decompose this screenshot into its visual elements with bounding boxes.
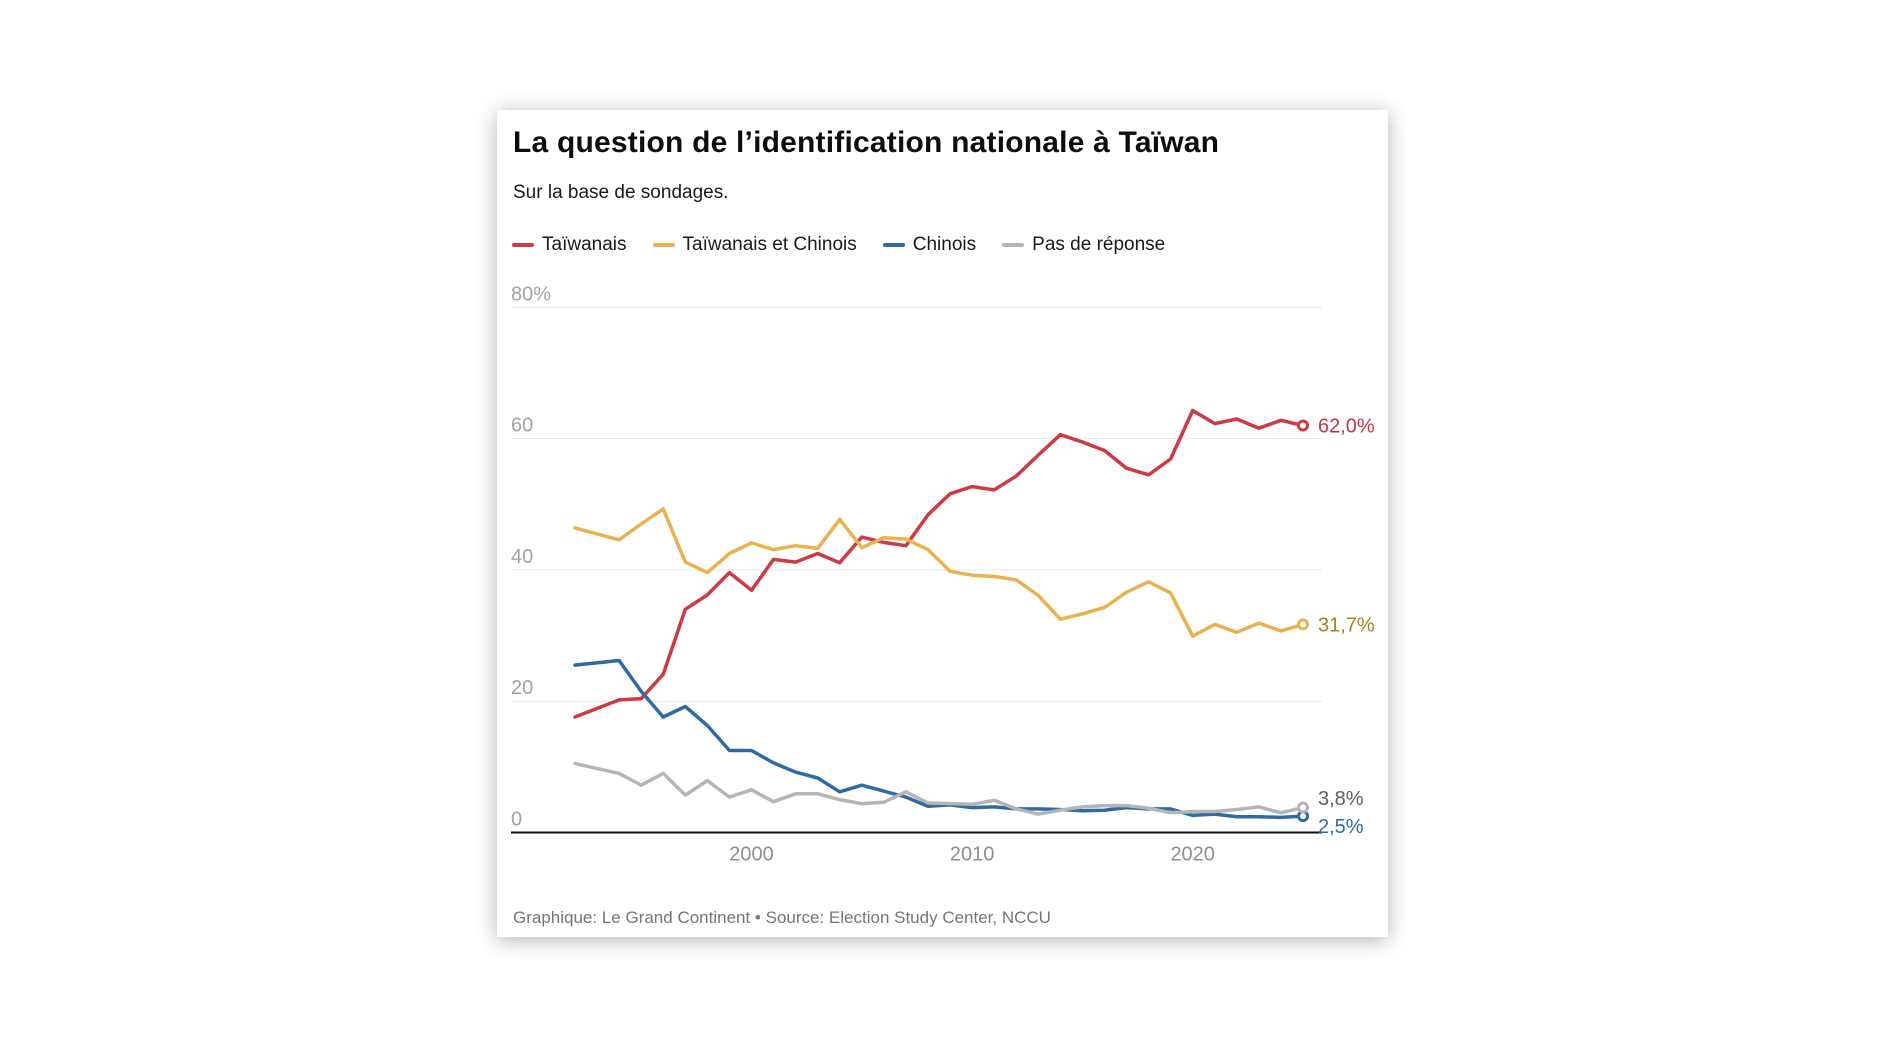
series-end-value-label: 3,8% <box>1318 788 1364 810</box>
legend-label: Taïwanais <box>542 234 627 255</box>
series-end-value-label: 2,5% <box>1318 816 1364 838</box>
endpoint-marker <box>1297 419 1309 432</box>
legend-label: Pas de réponse <box>1032 234 1166 255</box>
chart-footer-credit: Graphique: Le Grand Continent • Source: … <box>513 908 1051 927</box>
chart-subtitle: Sur la base de sondages. <box>513 182 729 203</box>
y-axis-tick-label: 20 <box>511 677 533 699</box>
endpoint-marker <box>1297 801 1309 814</box>
chart-card: La question de l’identification national… <box>497 110 1388 937</box>
legend-swatch-icon <box>652 243 675 247</box>
y-axis-tick-label: 40 <box>511 546 533 568</box>
x-axis-tick-label: 2000 <box>729 844 774 866</box>
legend-item: Pas de réponse <box>1002 234 1165 256</box>
series-end-value-label: 62,0% <box>1318 416 1375 438</box>
series-end-value-label: 31,7% <box>1318 614 1375 636</box>
line-chart-plot: 0 20 40 60 80% 2000 2010 2020 62,0% 31,7% 2,5% 3,8% <box>511 283 1375 866</box>
series-line <box>573 761 1305 816</box>
y-axis-tick-label: 60 <box>511 415 533 437</box>
endpoint-marker <box>1297 618 1309 631</box>
chart-legend: Taïwanais Taïwanais et Chinois Chinois Pas … <box>512 234 1372 256</box>
legend-swatch-icon <box>882 243 905 247</box>
x-axis-tick-label: 2020 <box>1170 844 1215 866</box>
legend-label: Chinois <box>912 234 977 255</box>
legend-item: Taïwanais <box>512 234 627 256</box>
legend-item: Chinois <box>882 234 977 256</box>
chart-title: La question de l’identification national… <box>513 126 1220 159</box>
series-line <box>573 507 1305 638</box>
legend-swatch-icon <box>1002 243 1025 247</box>
y-axis-tick-label: 0 <box>511 809 522 831</box>
legend-label: Taïwanais et Chinois <box>682 234 857 255</box>
legend-swatch-icon <box>512 243 534 247</box>
legend-item: Taïwanais et Chinois <box>652 234 857 256</box>
y-axis-tick-label: 80% <box>511 283 551 305</box>
x-axis-tick-label: 2010 <box>950 844 995 866</box>
series-line <box>573 408 1305 719</box>
